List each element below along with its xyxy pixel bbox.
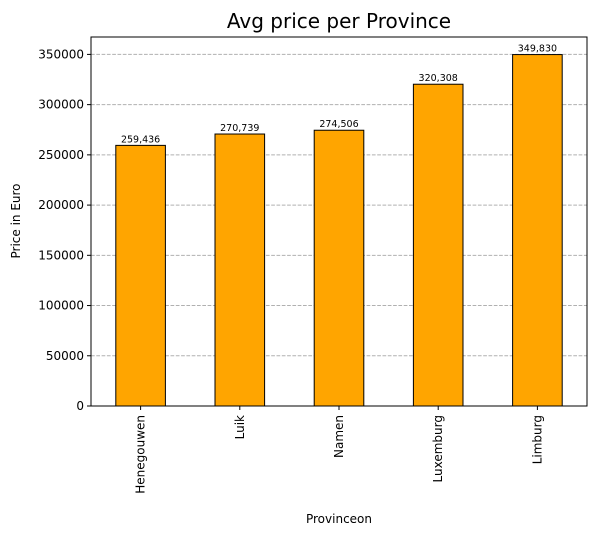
data-label: 274,506 xyxy=(319,119,358,130)
y-tick-label: 100000 xyxy=(38,299,84,313)
x-axis-label: Provinceon xyxy=(306,512,372,526)
x-tick-label: Luik xyxy=(233,415,247,439)
y-tick-label: 350000 xyxy=(38,47,84,61)
bar xyxy=(214,133,266,407)
bar xyxy=(512,54,563,407)
y-tick-label: 50000 xyxy=(46,349,84,363)
x-tick-label: Henegouwen xyxy=(134,415,148,494)
y-axis: 0 50000 100000 150000 200000 250000 300000 3500… xyxy=(38,47,91,413)
y-axis-label: Price in Euro xyxy=(9,183,23,258)
data-label: 270,739 xyxy=(220,123,259,134)
x-tick-label: Limburg xyxy=(530,415,544,464)
x-axis: Henegouwen Luik Namen Luxemburg Limburg xyxy=(134,406,544,494)
x-tick-label: Luxemburg xyxy=(431,415,445,482)
bar xyxy=(115,144,166,407)
grid xyxy=(91,53,587,357)
x-tick-label: Namen xyxy=(332,415,346,458)
y-tick-label: 250000 xyxy=(38,148,84,162)
bars xyxy=(115,54,563,407)
y-tick-label: 0 xyxy=(76,399,84,413)
chart-title: Avg price per Province xyxy=(227,9,451,33)
bar xyxy=(412,83,464,407)
bar xyxy=(313,129,365,407)
data-label: 259,436 xyxy=(121,134,160,145)
y-tick-label: 300000 xyxy=(38,98,84,112)
y-tick-label: 150000 xyxy=(38,248,84,262)
y-tick-label: 200000 xyxy=(38,198,84,212)
data-label: 349,830 xyxy=(518,44,557,55)
data-label: 320,308 xyxy=(419,73,458,84)
data-labels: 259,436 270,739 274,506 320,308 349,830 xyxy=(121,44,557,146)
